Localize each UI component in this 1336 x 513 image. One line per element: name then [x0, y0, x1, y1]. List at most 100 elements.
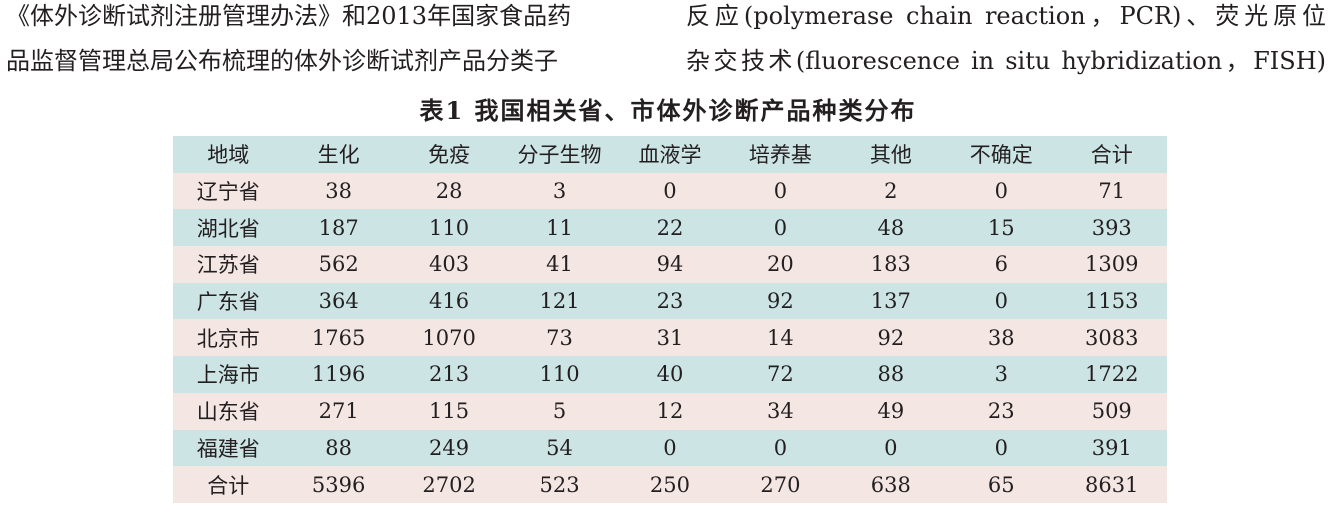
value-cell: 88	[325, 435, 353, 460]
value-cell: 71	[1098, 179, 1126, 204]
region-cell: 合计	[207, 473, 250, 498]
value-cell: 1722	[1085, 362, 1139, 387]
region-cell: 辽宁省	[196, 180, 260, 205]
value-cell: 250	[649, 472, 691, 497]
value-cell: 249	[429, 435, 470, 460]
value-cell: 15	[987, 215, 1015, 240]
value-cell: 92	[767, 289, 794, 314]
value-cell: 38	[987, 325, 1015, 350]
table-row: 广东省 364 416 121 23 92 137 0 1153	[173, 282, 1167, 320]
value-cell: 40	[656, 362, 684, 387]
table-header-row: 地域 生化 免疫 分子生物 血液学 培养基 其他 不确定 合计	[173, 136, 1167, 173]
value-cell: 1070	[422, 325, 476, 350]
value-cell: 41	[546, 252, 573, 277]
value-cell: 23	[987, 399, 1015, 424]
value-cell: 49	[877, 399, 905, 424]
table-row: 合计 5396 2702 523 250 270 638 65 8631	[173, 466, 1167, 503]
region-cell: 湖北省	[196, 216, 260, 241]
value-cell: 1309	[1085, 252, 1139, 277]
region-cell: 广东省	[196, 290, 260, 315]
value-cell: 1765	[311, 325, 366, 350]
table-caption: 表1 我国相关省、市体外诊断产品种类分布	[419, 96, 917, 125]
table-row: 湖北省 187 110 11 22 0 48 15 393	[173, 209, 1167, 247]
value-cell: 562	[318, 252, 359, 277]
value-cell: 115	[429, 399, 470, 424]
data-table: 地域 生化 免疫 分子生物 血液学 培养基 其他 不确定 合计 辽宁省 38 28 3…	[173, 136, 1167, 503]
value-cell: 1153	[1085, 289, 1139, 314]
value-cell: 0	[773, 435, 788, 460]
region-cell: 福建省	[196, 436, 260, 461]
table-row: 江苏省 562 403 41 94 20 183 6 1309	[173, 246, 1167, 283]
value-cell: 8631	[1085, 472, 1139, 497]
value-cell: 72	[767, 362, 794, 387]
header-cell: 地域	[207, 143, 250, 168]
body-text-line: 《体外诊断试剂注册管理办法》和2013年国家食品药	[6, 2, 572, 30]
header-cell: 合计	[1090, 143, 1133, 168]
value-cell: 1196	[311, 362, 366, 387]
header-cell: 血液学	[638, 143, 702, 168]
value-cell: 3	[994, 362, 1008, 387]
value-cell: 31	[656, 325, 684, 350]
value-cell: 54	[546, 435, 573, 460]
value-cell: 523	[539, 472, 580, 497]
body-text-line: 杂交技术(fluorescence in situ hybridization，…	[686, 47, 1326, 75]
value-cell: 0	[773, 215, 788, 240]
value-cell: 65	[987, 472, 1015, 497]
value-cell: 2702	[422, 472, 476, 497]
value-cell: 0	[773, 179, 788, 204]
value-cell: 509	[1091, 399, 1132, 424]
header-cell: 免疫	[428, 143, 471, 168]
table-row: 福建省 88 249 54 0 0 0 0 391	[173, 429, 1167, 467]
value-cell: 5	[552, 399, 567, 424]
value-cell: 88	[877, 362, 905, 387]
value-cell: 73	[546, 325, 573, 350]
value-cell: 391	[1091, 435, 1132, 460]
value-cell: 0	[663, 179, 677, 204]
value-cell: 110	[539, 362, 580, 387]
body-text-line: 品监督管理总局公布梳理的体外诊断试剂产品分类子	[6, 47, 558, 75]
value-cell: 403	[429, 252, 470, 277]
table-row: 北京市 1765 1070 73 31 14 92 38 3083	[173, 319, 1167, 357]
value-cell: 14	[767, 325, 794, 350]
table-body: 辽宁省 38 28 3 0 0 2 0 71 湖北省 187 110 11 22 0 48 15 393 江苏省 56…	[173, 172, 1167, 503]
value-cell: 94	[656, 252, 684, 277]
header-cell: 生化	[317, 143, 360, 168]
value-cell: 34	[767, 399, 794, 424]
value-cell: 20	[767, 252, 794, 277]
value-cell: 638	[870, 472, 911, 497]
value-cell: 213	[429, 362, 470, 387]
header-cell: 其他	[869, 143, 912, 168]
body-text-line: 反应(polymerase chain reaction，PCR)、荧光原位	[686, 2, 1326, 30]
value-cell: 23	[656, 289, 684, 314]
value-cell: 364	[318, 289, 359, 314]
region-cell: 山东省	[196, 400, 260, 425]
value-cell: 187	[318, 215, 359, 240]
value-cell: 271	[318, 399, 359, 424]
value-cell: 121	[539, 289, 580, 314]
table-row: 山东省 271 115 5 12 34 49 23 509	[173, 392, 1167, 430]
value-cell: 270	[760, 472, 801, 497]
value-cell: 0	[994, 435, 1008, 460]
value-cell: 22	[656, 215, 684, 240]
region-cell: 北京市	[196, 326, 260, 351]
value-cell: 110	[429, 215, 470, 240]
value-cell: 48	[877, 215, 905, 240]
value-cell: 3083	[1085, 325, 1139, 350]
value-cell: 0	[994, 179, 1008, 204]
value-cell: 0	[994, 289, 1008, 314]
value-cell: 12	[656, 399, 684, 424]
value-cell: 183	[870, 252, 911, 277]
region-cell: 江苏省	[196, 253, 260, 278]
value-cell: 393	[1091, 215, 1132, 240]
table-row: 辽宁省 38 28 3 0 0 2 0 71	[173, 172, 1167, 210]
value-cell: 0	[884, 435, 898, 460]
value-cell: 6	[994, 252, 1008, 277]
region-cell: 上海市	[196, 363, 260, 388]
value-cell: 137	[870, 289, 911, 314]
value-cell: 3	[552, 179, 567, 204]
value-cell: 5396	[311, 472, 366, 497]
value-cell: 92	[877, 325, 905, 350]
header-cell: 分子生物	[517, 143, 602, 168]
header-cell: 培养基	[748, 143, 812, 168]
table-row: 上海市 1196 213 110 40 72 88 3 1722	[173, 356, 1167, 393]
